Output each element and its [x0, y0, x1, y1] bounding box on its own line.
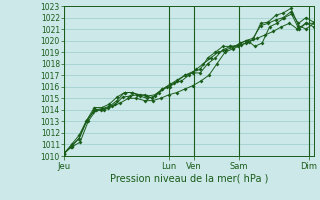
X-axis label: Pression niveau de la mer( hPa ): Pression niveau de la mer( hPa ): [110, 173, 268, 183]
